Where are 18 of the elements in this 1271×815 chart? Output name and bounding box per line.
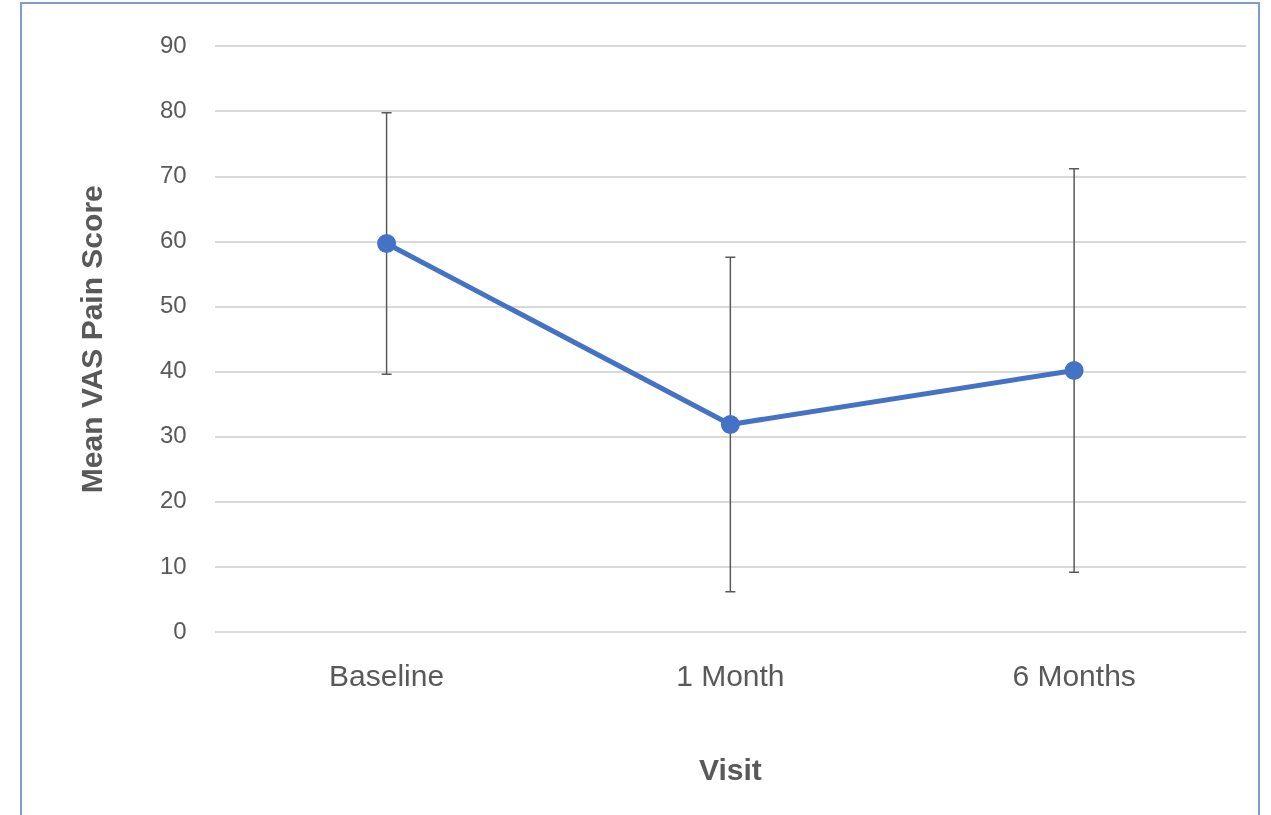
- y-tick-label: 60: [159, 226, 187, 254]
- x-tick-label: 1 Month: [676, 659, 785, 693]
- y-tick-label: 20: [159, 486, 187, 514]
- y-tick-label: 10: [159, 551, 187, 579]
- point: [377, 234, 397, 254]
- point: [720, 414, 740, 434]
- y-tick-label: 50: [159, 291, 187, 319]
- y-tick-label: 80: [159, 96, 187, 124]
- y-tick-label: 90: [159, 31, 187, 59]
- y-tick-label: 30: [159, 421, 187, 449]
- y-axis-title: Mean VAS Pain Score: [75, 185, 109, 494]
- y-tick-label: 70: [159, 161, 187, 189]
- x-tick-label: 6 Months: [1012, 659, 1136, 693]
- y-tick-label: 40: [159, 356, 187, 384]
- x-tick-label: Baseline: [329, 659, 445, 693]
- y-tick-label: 0: [173, 616, 187, 644]
- x-axis-title: Visit: [698, 753, 762, 787]
- point: [1064, 360, 1084, 380]
